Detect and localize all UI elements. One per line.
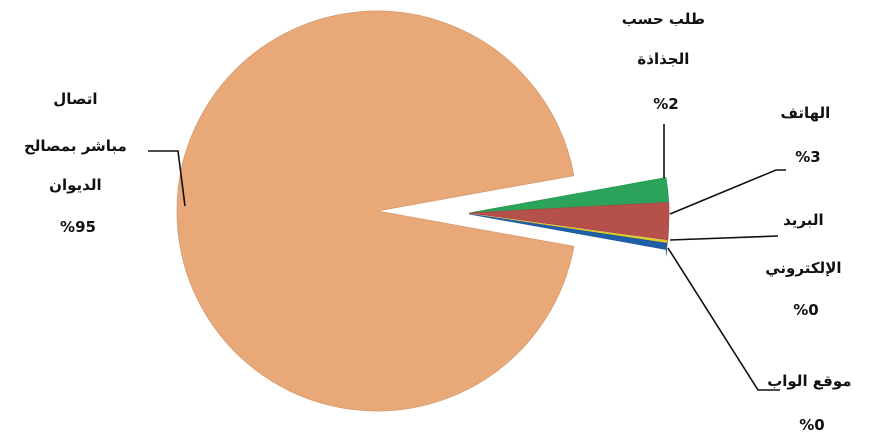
slice-label-email: البريد الإلكتروني %0 — [765, 211, 847, 319]
pie-slice-phone — [468, 201, 670, 241]
slice-label-phone: الهاتف %3 — [780, 104, 835, 166]
leader-direct-contact — [148, 150, 186, 207]
slice-label-form-request: طلب حسب الجذاذة %2 — [622, 10, 711, 113]
pie-slices — [176, 10, 670, 412]
leader-website — [667, 247, 780, 391]
leader-phone — [669, 169, 786, 215]
slice-label-direct-contact: اتصال مباشر بمصالح الديوان %95 — [24, 90, 132, 236]
slice-label-website: موقع الواب %0 — [767, 372, 857, 434]
pie-slice-direct-contact — [176, 10, 575, 412]
leader-email — [669, 235, 779, 241]
pie-slice-website — [468, 213, 668, 250]
leader-lines — [148, 124, 786, 391]
